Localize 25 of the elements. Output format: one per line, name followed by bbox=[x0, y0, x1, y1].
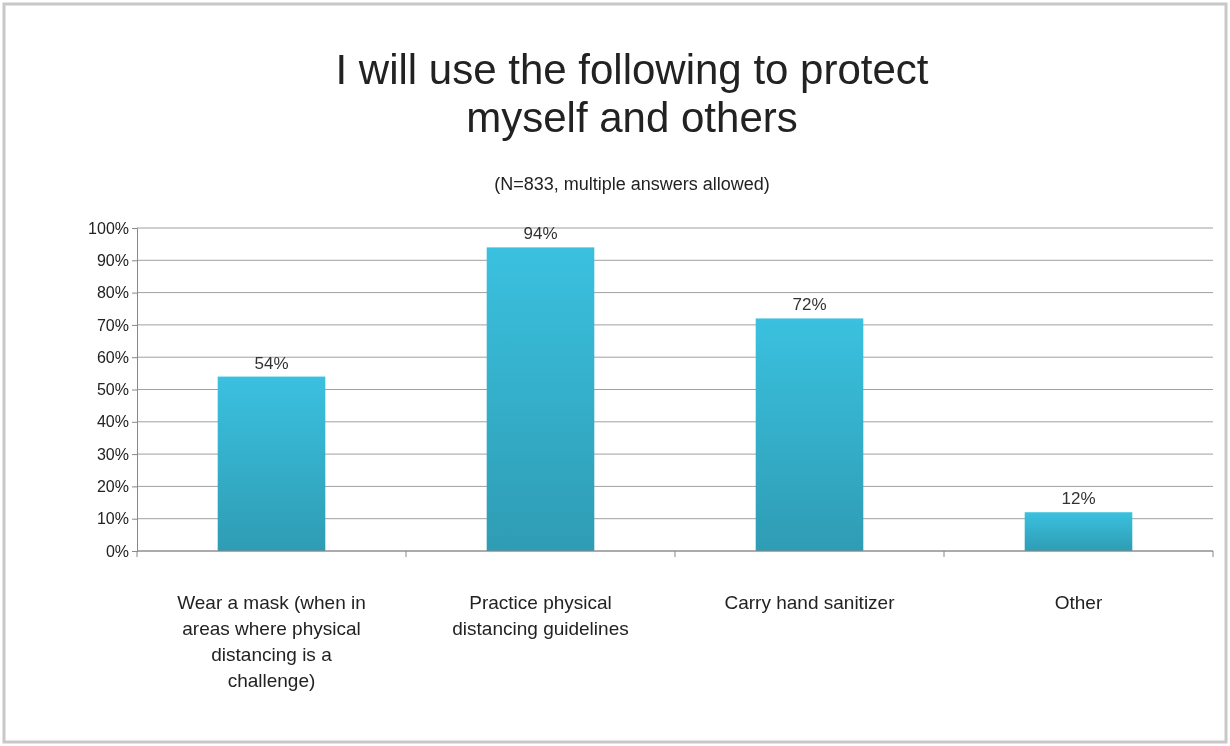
data-label: 94% bbox=[523, 224, 558, 244]
y-tick-label: 90% bbox=[96, 251, 129, 269]
bar bbox=[1024, 512, 1133, 551]
chart-subtitle: (N=833, multiple answers allowed) bbox=[494, 174, 770, 194]
data-label: 54% bbox=[254, 353, 289, 373]
y-tick-label: 70% bbox=[96, 316, 129, 334]
y-tick-label: 10% bbox=[96, 510, 129, 528]
y-tick-label: 50% bbox=[96, 381, 129, 399]
chart-title: I will use the following to protect myself and others bbox=[335, 46, 929, 141]
bar bbox=[755, 318, 864, 551]
data-label: 72% bbox=[792, 295, 827, 315]
x-tick-label: Other bbox=[1054, 592, 1103, 613]
y-tick-label: 0% bbox=[105, 542, 129, 560]
y-tick-label: 40% bbox=[96, 413, 129, 431]
bar bbox=[486, 247, 595, 551]
y-tick-label: 20% bbox=[96, 478, 129, 496]
y-tick-label: 100% bbox=[88, 219, 129, 237]
x-tick-label: Wear a mask (when in areas where physical distancing is a challenge) bbox=[177, 592, 366, 691]
x-tick-label: Practice physical distancing guidelines bbox=[452, 592, 629, 639]
bar bbox=[217, 376, 326, 551]
y-tick-label: 80% bbox=[96, 284, 129, 302]
y-tick-label: 60% bbox=[96, 348, 129, 366]
data-label: 12% bbox=[1061, 489, 1096, 509]
y-tick-label: 30% bbox=[96, 445, 129, 463]
x-tick-label: Carry hand sanitizer bbox=[724, 592, 896, 613]
